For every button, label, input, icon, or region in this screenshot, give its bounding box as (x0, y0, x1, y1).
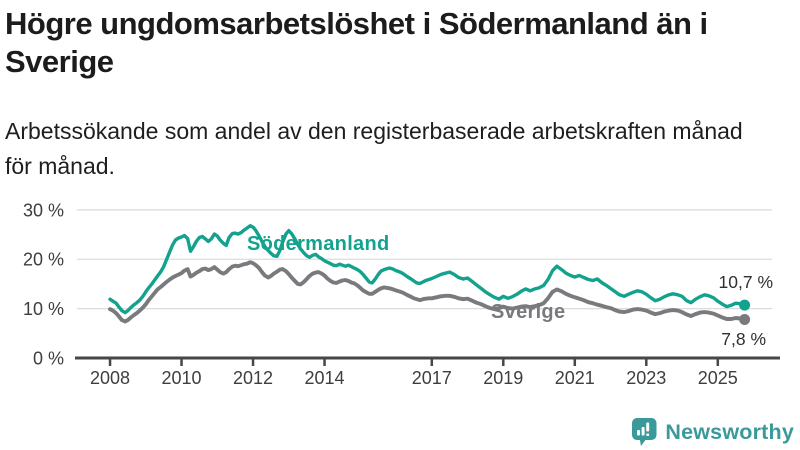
x-axis-label-2019: 2019 (483, 368, 523, 388)
x-axis-label-2008: 2008 (90, 368, 130, 388)
series-line-Södermanland (108, 223, 747, 315)
page-title-line-1: Högre ungdomsarbetslöshet i Södermanland… (5, 6, 708, 41)
end-value-label-sverige: 7,8 % (721, 329, 766, 349)
x-axis-label-2012: 2012 (233, 368, 273, 388)
x-axis-label-2010: 2010 (162, 368, 202, 388)
x-axis-label-2017: 2017 (412, 368, 452, 388)
axis-layer: 0 % 10 % 20 % 30 % 2008 2010 2012 2014 2017 2019 2… (23, 200, 780, 388)
series-layer (108, 223, 751, 325)
series-label-sodermanland: Södermanland (247, 233, 390, 255)
x-axis-label-2023: 2023 (626, 368, 666, 388)
grid-layer (77, 209, 772, 310)
page-title-line-2: Sverige (5, 44, 114, 79)
page-title: Högre ungdomsarbetslöshet i Södermanland… (5, 5, 765, 81)
bar-chart-speech-bubble-icon (632, 418, 657, 446)
chart-subtitle-line-1: Arbetssökande som andel av den registerb… (5, 118, 743, 144)
y-axis-label-20: 20 % (23, 250, 64, 270)
end-value-label-sodermanland: 10,7 % (719, 272, 773, 292)
x-axis-label-2021: 2021 (555, 368, 595, 388)
newsworthy-logo-text: Newsworthy (665, 419, 794, 444)
y-axis-label-30: 30 % (23, 200, 64, 220)
annotation-layer: Södermanland Sverige 10,7 % 7,8 % (247, 233, 773, 349)
series-end-dot-Sverige (739, 313, 751, 325)
series-label-sverige: Sverige (491, 301, 565, 323)
series-line-Sverige (108, 260, 747, 324)
chart-subtitle-line-2: för månad. (5, 153, 115, 179)
series-end-dot-Södermanland (739, 299, 751, 311)
y-axis-label-10: 10 % (23, 299, 64, 319)
y-axis-label-0: 0 % (33, 349, 64, 369)
x-axis-label-2025: 2025 (698, 368, 738, 388)
chart-subtitle: Arbetssökande som andel av den registerb… (5, 114, 797, 184)
newsworthy-logo[interactable]: Newsworthy (632, 418, 794, 446)
x-axis-label-2014: 2014 (305, 368, 345, 388)
